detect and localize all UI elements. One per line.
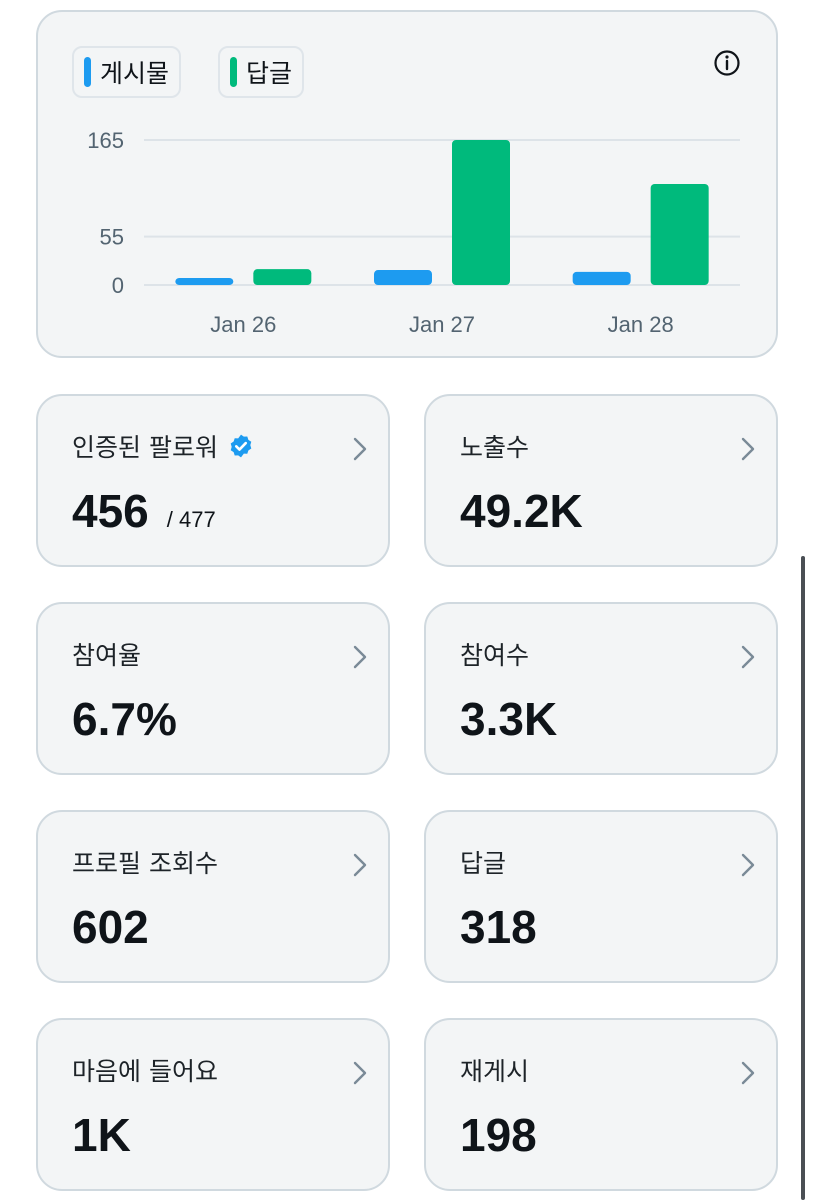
metric-value: 198 <box>460 1109 537 1161</box>
legend-posts[interactable]: 게시물 <box>72 46 182 98</box>
metric-label: 노출수 <box>460 433 530 462</box>
legend-replies[interactable]: 답글 <box>218 46 305 98</box>
x-tick-label: Jan 26 <box>210 312 276 337</box>
metric-value: 6.7% <box>72 693 177 745</box>
metric-value: 318 <box>460 901 537 953</box>
metric-card-likes[interactable]: 마음에 들어요 1K <box>36 1018 390 1191</box>
metric-card-engagement-rate[interactable]: 참여율 6.7% <box>36 602 390 775</box>
posts-swatch <box>84 57 91 87</box>
metric-label-row: 인증된 팔로워 <box>72 428 254 464</box>
bar-posts <box>175 277 234 285</box>
x-tick-label: Jan 28 <box>608 312 674 337</box>
x-tick-label: Jan 27 <box>409 312 475 337</box>
bar-posts <box>572 271 631 285</box>
bar-posts <box>374 270 432 285</box>
chevron-right-icon <box>741 437 755 461</box>
metric-label: 재게시 <box>460 1057 530 1086</box>
scrollbar[interactable] <box>801 556 805 1200</box>
chevron-right-icon <box>741 645 755 669</box>
metric-card-impressions[interactable]: 노출수 49.2K <box>424 394 778 567</box>
metric-label: 프로필 조회수 <box>72 849 218 878</box>
metric-card-reposts[interactable]: 재게시 198 <box>424 1018 778 1191</box>
chevron-right-icon <box>741 1061 755 1085</box>
chart-card: 게시물 답글 165 55 0 Jan 26 Jan 27 Jan 28 <box>36 10 778 358</box>
chevron-right-icon <box>353 1061 367 1085</box>
legend-replies-label: 답글 <box>246 59 293 88</box>
y-tick-label: 165 <box>87 128 124 153</box>
chevron-right-icon <box>741 853 755 877</box>
metric-label: 답글 <box>460 849 507 878</box>
metric-label: 인증된 팔로워 <box>72 433 218 462</box>
bar-chart: 165 55 0 Jan 26 Jan 27 Jan 28 <box>87 128 740 337</box>
info-circle-icon[interactable] <box>712 48 742 78</box>
metric-value: 1K <box>72 1109 131 1161</box>
legend-posts-label: 게시물 <box>100 59 170 88</box>
metric-value: 3.3K <box>460 693 558 745</box>
metric-card-engagements[interactable]: 참여수 3.3K <box>424 602 778 775</box>
metric-card-replies[interactable]: 답글 318 <box>424 810 778 983</box>
metric-value: 49.2K <box>460 485 583 537</box>
metric-value: 456 <box>72 485 149 537</box>
metric-card-profile-visits[interactable]: 프로필 조회수 602 <box>36 810 390 983</box>
metric-value: 602 <box>72 901 149 953</box>
metric-value-row: 456 / 477 <box>72 484 216 538</box>
y-tick-label: 0 <box>112 273 124 298</box>
bar-replies <box>253 269 312 285</box>
chevron-right-icon <box>353 437 367 461</box>
metric-label: 참여율 <box>72 641 142 670</box>
metric-label: 마음에 들어요 <box>72 1057 218 1086</box>
y-tick-label: 55 <box>100 225 124 250</box>
verified-badge-icon <box>230 434 252 458</box>
metric-label: 참여수 <box>460 641 530 670</box>
replies-swatch <box>230 57 237 87</box>
bar-replies <box>650 183 709 285</box>
metric-total: / 477 <box>166 507 216 532</box>
metric-card-verified-followers[interactable]: 인증된 팔로워 456 / 477 <box>36 394 390 567</box>
chevron-right-icon <box>353 853 367 877</box>
chevron-right-icon <box>353 645 367 669</box>
bar-replies <box>452 140 510 285</box>
